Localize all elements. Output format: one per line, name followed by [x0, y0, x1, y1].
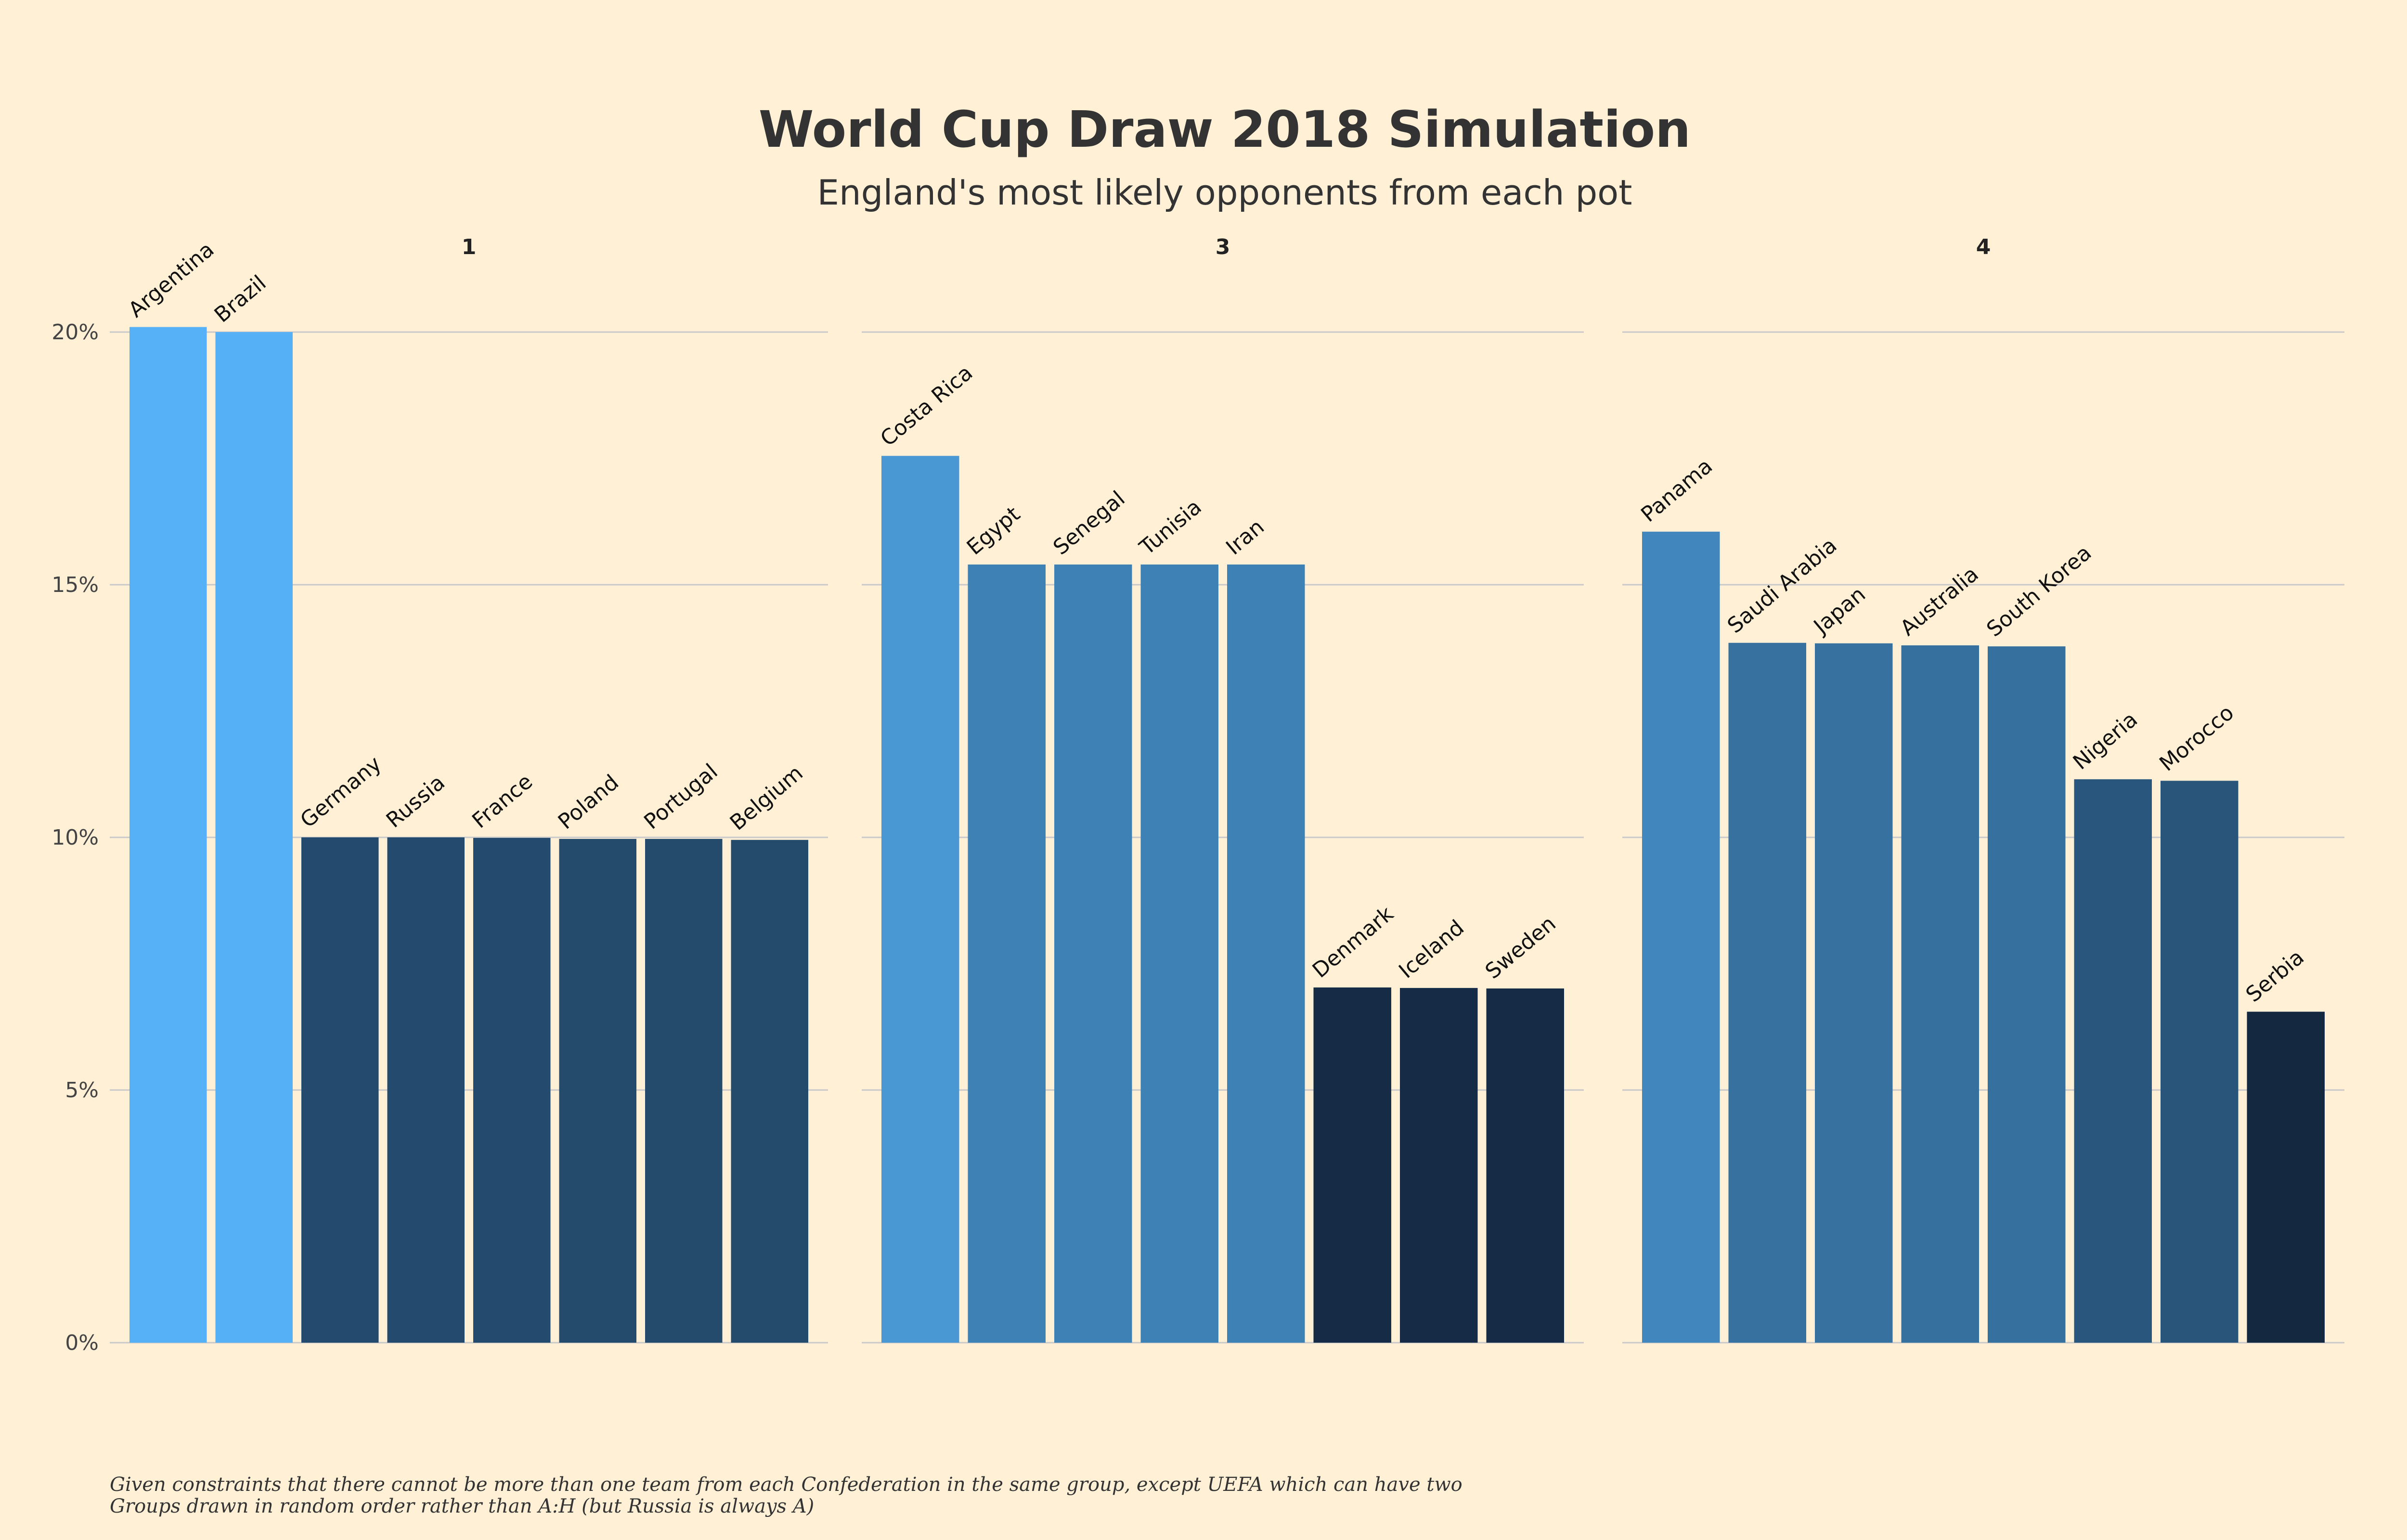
bar-senegal: [1054, 565, 1132, 1343]
bar-label-morocco: Morocco: [2155, 700, 2239, 776]
bar-tunisia: [1140, 565, 1218, 1343]
bar-france: [473, 838, 551, 1343]
bar-label-russia: Russia: [382, 770, 450, 833]
y-tick-label: 5%: [65, 1078, 99, 1103]
bar-label-nigeria: Nigeria: [2069, 707, 2142, 774]
facet-label: 3: [1216, 235, 1230, 259]
y-axis: 0% 5% 10% 15% 20%: [52, 320, 99, 1355]
bar-iceland: [1400, 988, 1478, 1343]
bar-serbia: [2247, 1012, 2325, 1343]
bar-label-belgium: Belgium: [725, 761, 808, 835]
y-tick-label: 15%: [52, 573, 99, 597]
y-tick-label: 20%: [52, 320, 99, 345]
y-tick-label: 0%: [65, 1331, 99, 1355]
bar-japan: [1815, 643, 1893, 1343]
bar-saudi-arabia: [1728, 642, 1806, 1343]
bar-label-tunisia: Tunisia: [1135, 495, 1206, 560]
bar-panama: [1642, 531, 1720, 1343]
facet-label: 4: [1976, 235, 1991, 259]
caption-line-2: Groups drawn in random order rather than…: [110, 1495, 814, 1517]
bar-label-serbia: Serbia: [2241, 945, 2309, 1007]
bar-argentina: [129, 327, 207, 1343]
bar-label-denmark: Denmark: [1308, 901, 1398, 983]
bar-label-brazil: Brazil: [210, 270, 271, 327]
bar-label-iceland: Iceland: [1394, 915, 1469, 983]
bar-label-iran: Iran: [1221, 514, 1269, 560]
chart-title: World Cup Draw 2018 Simulation: [759, 100, 1691, 159]
bar-australia: [1901, 645, 1979, 1343]
bar-iran: [1227, 565, 1305, 1343]
bar-germany: [301, 837, 379, 1343]
bar-label-australia: Australia: [1896, 562, 1983, 641]
bar-brazil: [215, 332, 293, 1343]
facet-label: 1: [462, 235, 477, 259]
bar-label-costa-rica: Costa Rica: [876, 360, 977, 451]
bar-egypt: [968, 565, 1046, 1343]
bar-denmark: [1313, 987, 1391, 1343]
bar-label-argentina: Argentina: [124, 237, 219, 322]
bar-nigeria: [2074, 779, 2152, 1343]
bar-morocco: [2161, 781, 2239, 1343]
caption: Given constraints that there cannot be m…: [110, 1474, 1462, 1517]
bar-sweden: [1486, 988, 1564, 1343]
bar-label-sweden: Sweden: [1481, 911, 1561, 984]
bar-label-senegal: Senegal: [1048, 487, 1129, 560]
bar-label-germany: Germany: [296, 751, 386, 833]
bar-label-south-korea: South Korea: [1982, 540, 2096, 642]
caption-line-1: Given constraints that there cannot be m…: [110, 1474, 1462, 1496]
bar-label-france: France: [467, 769, 537, 833]
bar-russia: [387, 837, 465, 1343]
facet-panel-3: 3 Costa Rica Egypt Senegal Tunisia Iran Denmar…: [862, 235, 1584, 1344]
bar-belgium: [731, 840, 808, 1343]
bar-costa-rica: [881, 456, 959, 1343]
bar-label-egypt: Egypt: [962, 502, 1025, 560]
bar-south-korea: [1988, 646, 2066, 1343]
bar-label-japan: Japan: [1808, 582, 1870, 640]
y-tick-label: 10%: [52, 825, 99, 850]
bar-poland: [559, 839, 636, 1343]
bar-label-panama: Panama: [1636, 454, 1717, 527]
bar-label-poland: Poland: [554, 770, 623, 834]
chart-subtitle: England's most likely opponents from eac…: [817, 172, 1632, 213]
bar-label-portugal: Portugal: [639, 759, 722, 834]
bar-portugal: [645, 839, 723, 1343]
